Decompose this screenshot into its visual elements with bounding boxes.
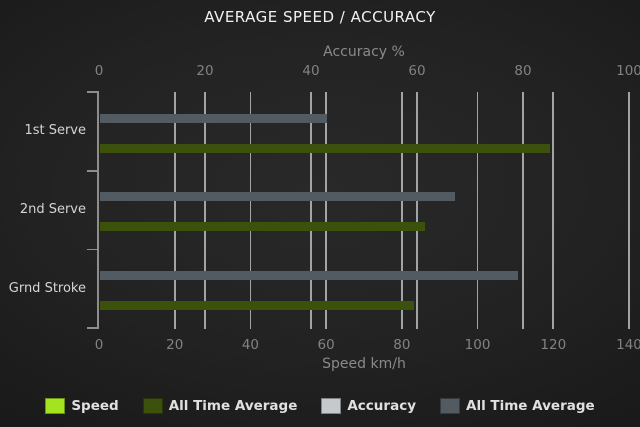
top-axis-tick-label: 0 bbox=[94, 63, 104, 79]
gridline bbox=[476, 92, 479, 329]
bottom-axis-tick-label: 20 bbox=[166, 337, 184, 353]
legend-item: All Time Average bbox=[142, 398, 298, 414]
gridline bbox=[173, 92, 176, 329]
y-axis-tick bbox=[87, 91, 99, 93]
y-axis-tick bbox=[87, 169, 99, 172]
bar-all-time-average bbox=[99, 113, 328, 123]
gridline bbox=[522, 92, 524, 329]
bottom-axis-tick-label: 100 bbox=[464, 337, 491, 353]
gridline bbox=[401, 92, 403, 329]
category-label: 1st Serve bbox=[24, 123, 86, 139]
legend-item: Accuracy bbox=[321, 398, 416, 414]
y-axis-tick bbox=[87, 327, 99, 329]
bottom-axis-tick-label: 60 bbox=[317, 337, 335, 353]
bar-all-time-average bbox=[99, 222, 426, 232]
bottom-axis-tick-label: 40 bbox=[241, 337, 260, 353]
gridline bbox=[204, 92, 206, 329]
category-label: 2nd Serve bbox=[19, 202, 86, 217]
top-axis-tick-label: 40 bbox=[302, 63, 320, 79]
gridline bbox=[310, 92, 312, 329]
category-label: Grnd Stroke bbox=[8, 280, 86, 296]
top-axis-tick-label: 80 bbox=[514, 63, 532, 79]
bar-all-time-average bbox=[99, 192, 455, 202]
y-axis-tick bbox=[87, 248, 99, 251]
top-axis-label: Accuracy % bbox=[323, 44, 405, 60]
top-axis-tick-label: 20 bbox=[196, 63, 214, 79]
legend-label: Accuracy bbox=[347, 398, 416, 414]
gridline bbox=[325, 92, 327, 329]
gridline bbox=[552, 92, 555, 329]
legend-item: Speed bbox=[45, 398, 119, 414]
y-axis-spine bbox=[97, 91, 100, 329]
top-axis-tick-label: 60 bbox=[408, 63, 426, 79]
legend-label: Speed bbox=[71, 398, 119, 414]
legend-swatch-icon bbox=[440, 398, 460, 414]
bar-all-time-average bbox=[99, 300, 414, 310]
bottom-axis-label: Speed km/h bbox=[322, 356, 406, 372]
bottom-axis-tick-label: 120 bbox=[540, 337, 567, 353]
legend-swatch-icon bbox=[321, 398, 342, 414]
legend-label: All Time Average bbox=[168, 398, 298, 414]
bar-all-time-average bbox=[99, 143, 550, 153]
legend-swatch-icon bbox=[45, 398, 66, 414]
bottom-axis-tick-label: 140 bbox=[616, 337, 640, 353]
legend-swatch-icon bbox=[142, 398, 163, 414]
legend: Speed All Time Average Accuracy All Time Av… bbox=[0, 394, 640, 418]
gridline bbox=[628, 92, 630, 329]
bar-all-time-average bbox=[99, 270, 519, 280]
gridline bbox=[249, 92, 252, 329]
legend-label: All Time Average bbox=[466, 398, 595, 414]
top-axis-tick-label: 100 bbox=[616, 63, 640, 79]
gridline bbox=[416, 92, 418, 329]
chart-title: AVERAGE SPEED / ACCURACY bbox=[204, 8, 436, 26]
bottom-axis-tick-label: 80 bbox=[393, 337, 411, 353]
bottom-axis-tick-label: 0 bbox=[94, 337, 104, 353]
legend-item: All Time Average bbox=[440, 398, 595, 414]
